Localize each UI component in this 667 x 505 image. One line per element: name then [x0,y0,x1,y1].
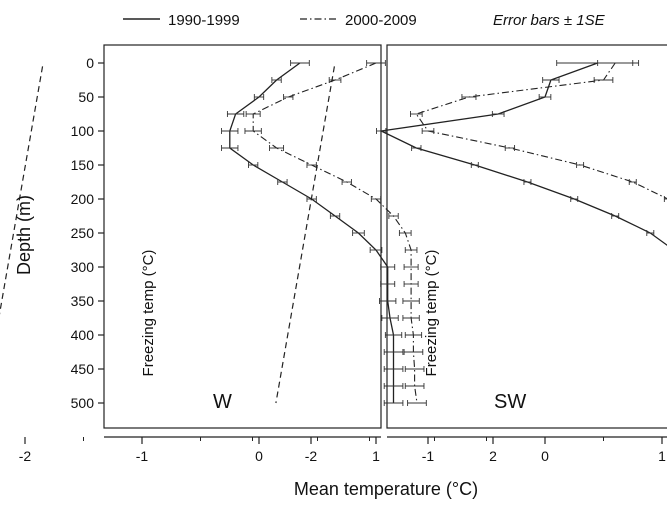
error-bar-2000-2009 [504,145,516,151]
error-bar-1990-1999 [380,281,396,287]
error-bar-2000-2009 [370,196,382,202]
freezing-temperature-line [275,66,335,404]
y-tick-label: 250 [71,225,95,241]
error-bar-1990-1999 [381,315,399,321]
error-bar-2000-2009 [404,247,418,253]
error-bar-2000-2009 [388,213,399,219]
error-bar-1990-1999 [226,111,245,117]
error-bar-1990-1999 [379,298,397,304]
error-bar-2000-2009 [403,264,419,270]
x-tick-label: -1 [422,448,435,464]
panel-w-plot [0,60,427,406]
y-tick-label: 200 [71,191,95,207]
x-tick-label: 1 [372,448,380,464]
error-bar-1990-1999 [384,332,403,338]
y-tick-label: 300 [71,259,95,275]
error-bar-2000-2009 [245,111,261,117]
x-tick-label: -2 [19,448,32,464]
y-tick-label: 500 [71,395,95,411]
error-bar-2000-2009 [398,230,412,236]
error-bar-1990-1999 [383,366,404,372]
error-bar-2000-2009 [269,145,285,151]
error-bar-2000-2009 [407,400,427,406]
error-bar-1990-1999 [221,145,239,151]
y-axis: 0 50 100 150 200 250 300 350 400 450 500 [71,55,104,411]
error-bar-1990-1999 [376,128,387,134]
error-bar-1990-1999 [542,77,560,83]
error-bar-2000-2009 [593,77,614,83]
error-bar-1990-1999 [369,247,383,253]
legend-error-bar-note: Error bars ± 1SE [493,12,606,29]
error-bar-2000-2009 [404,332,423,338]
error-bar-1990-1999 [329,213,341,219]
freezing-temperature-line [0,66,44,315]
y-tick-label: 0 [86,55,94,71]
error-bar-2000-2009 [410,111,423,117]
error-bar-2000-2009 [366,60,386,66]
y-tick-label: 150 [71,157,95,173]
error-bar-2000-2009 [404,366,425,372]
error-bar-1990-1999 [248,162,259,168]
x-tick-label: 2 [489,448,497,464]
freezing-label-w: Freezing temp (°C) [140,250,157,377]
error-bar-1990-1999 [538,94,552,100]
legend: 1990-1999 2000-2009 Error bars ± 1SE [123,12,606,29]
y-tick-label: 450 [71,361,95,377]
x-tick-label: 0 [541,448,549,464]
x-axis-title: Mean temperature (°C) [294,479,478,499]
x-tick-label: -2 [305,448,318,464]
panel-sw-plot [275,60,667,404]
panel-sw-frame [386,44,667,429]
error-bar-1990-1999 [253,94,265,100]
x-tick-label: 0 [255,448,263,464]
error-bar-1990-1999 [380,264,396,270]
error-bar-2000-2009 [404,383,425,389]
error-bar-2000-2009 [328,77,342,83]
error-bar-1990-1999 [611,213,620,219]
error-bar-1990-1999 [271,77,282,83]
error-bar-2000-2009 [283,94,294,100]
error-bar-2000-2009 [628,179,637,185]
error-bar-1990-1999 [290,60,310,66]
error-bar-1990-1999 [570,196,579,202]
error-bar-2000-2009 [576,162,585,168]
error-bar-1990-1999 [491,111,505,117]
error-bar-1990-1999 [470,162,479,168]
error-bar-1990-1999 [411,145,422,151]
error-bar-1990-1999 [383,400,404,406]
legend-label-2000-2009: 2000-2009 [345,12,417,29]
panel-label-sw: SW [494,391,526,413]
x-tick-label: 1 [658,448,666,464]
y-axis-title: Depth (m) [14,195,34,275]
y-tick-label: 100 [71,123,95,139]
error-bar-1990-1999 [277,179,288,185]
error-bar-1990-1999 [352,230,365,236]
freezing-label-sw: Freezing temp (°C) [423,250,440,377]
error-bar-1990-1999 [383,349,404,355]
legend-label-1990-1999: 1990-1999 [168,12,240,29]
x-tick-label: -1 [136,448,149,464]
error-bar-1990-1999 [646,230,655,236]
error-bar-2000-2009 [403,281,419,287]
y-tick-label: 400 [71,327,95,343]
error-bar-1990-1999 [523,179,532,185]
y-tick-label: 350 [71,293,95,309]
error-bar-2000-2009 [461,94,477,100]
error-bar-2000-2009 [597,60,634,66]
error-bar-2000-2009 [341,179,352,185]
error-bar-2000-2009 [402,315,420,321]
error-bar-2000-2009 [402,298,420,304]
panel-w-frame [103,44,382,429]
series-line-2000-2009 [415,62,667,200]
error-bar-2000-2009 [403,349,424,355]
error-bar-2000-2009 [244,128,262,134]
error-bar-2000-2009 [421,128,435,134]
error-bar-1990-1999 [221,128,239,134]
panel-label-w: W [213,391,232,413]
y-tick-label: 50 [78,89,94,105]
error-bar-1990-1999 [383,383,404,389]
error-bar-2000-2009 [663,196,667,202]
